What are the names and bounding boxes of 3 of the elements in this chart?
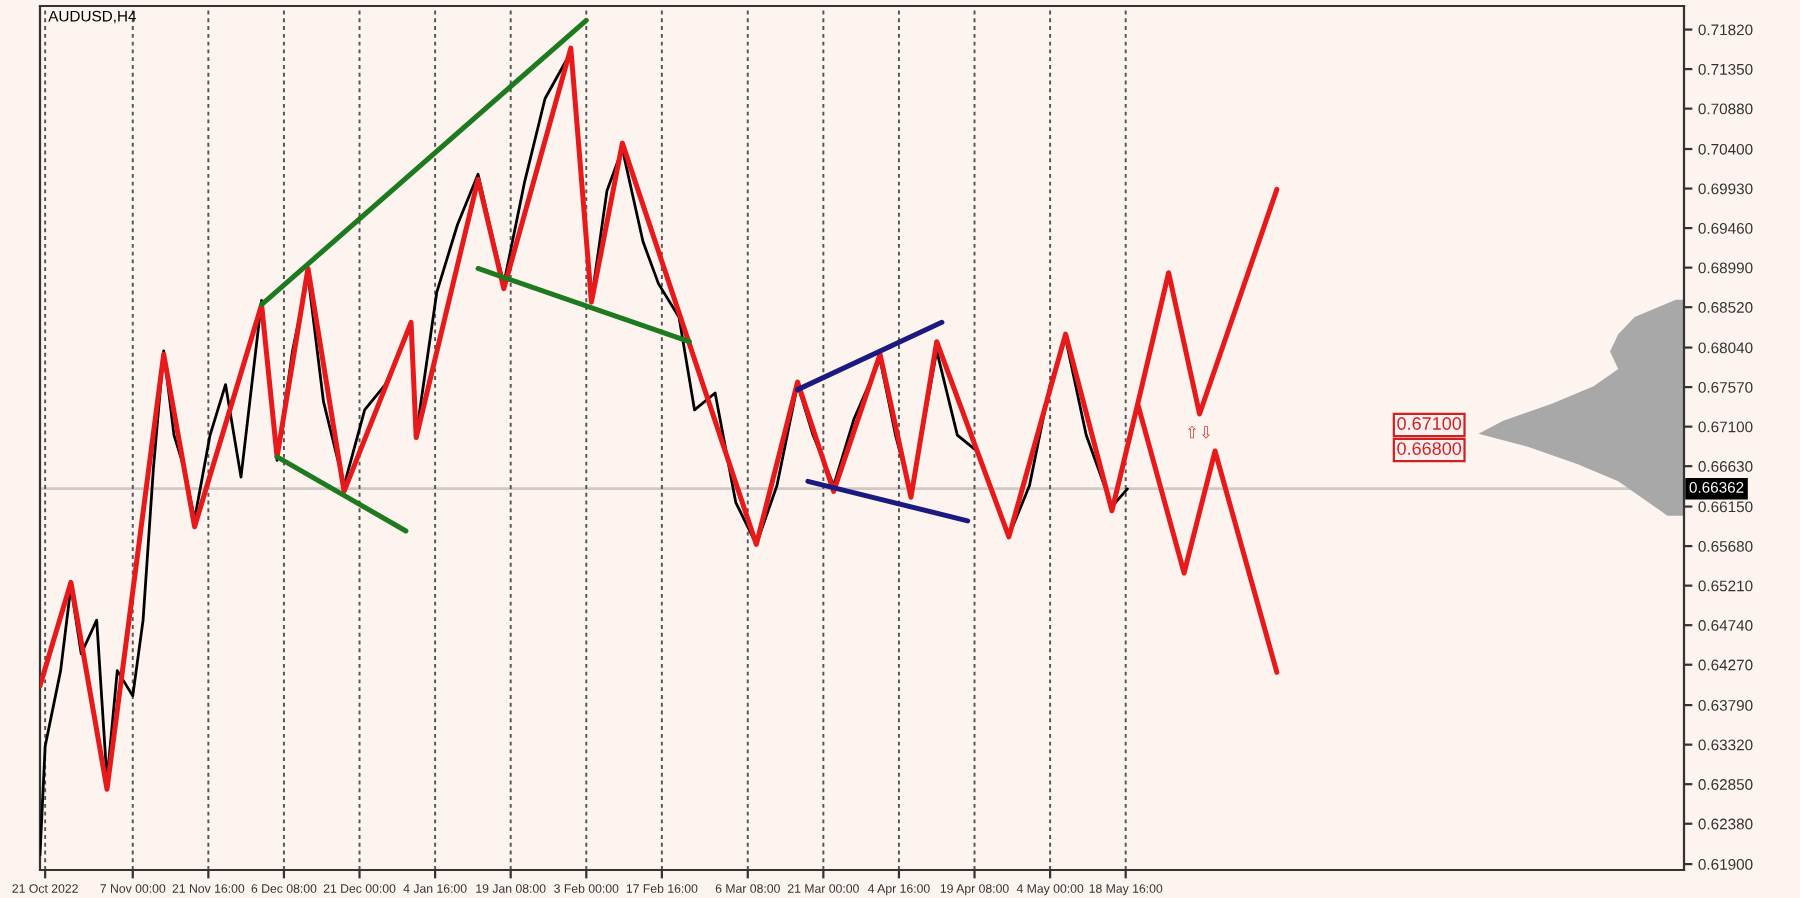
annotation: 0.67100 [1397,417,1462,430]
annotation: ⇧⇩ [1187,425,1211,439]
annotation: 0.66800 [1397,442,1462,455]
